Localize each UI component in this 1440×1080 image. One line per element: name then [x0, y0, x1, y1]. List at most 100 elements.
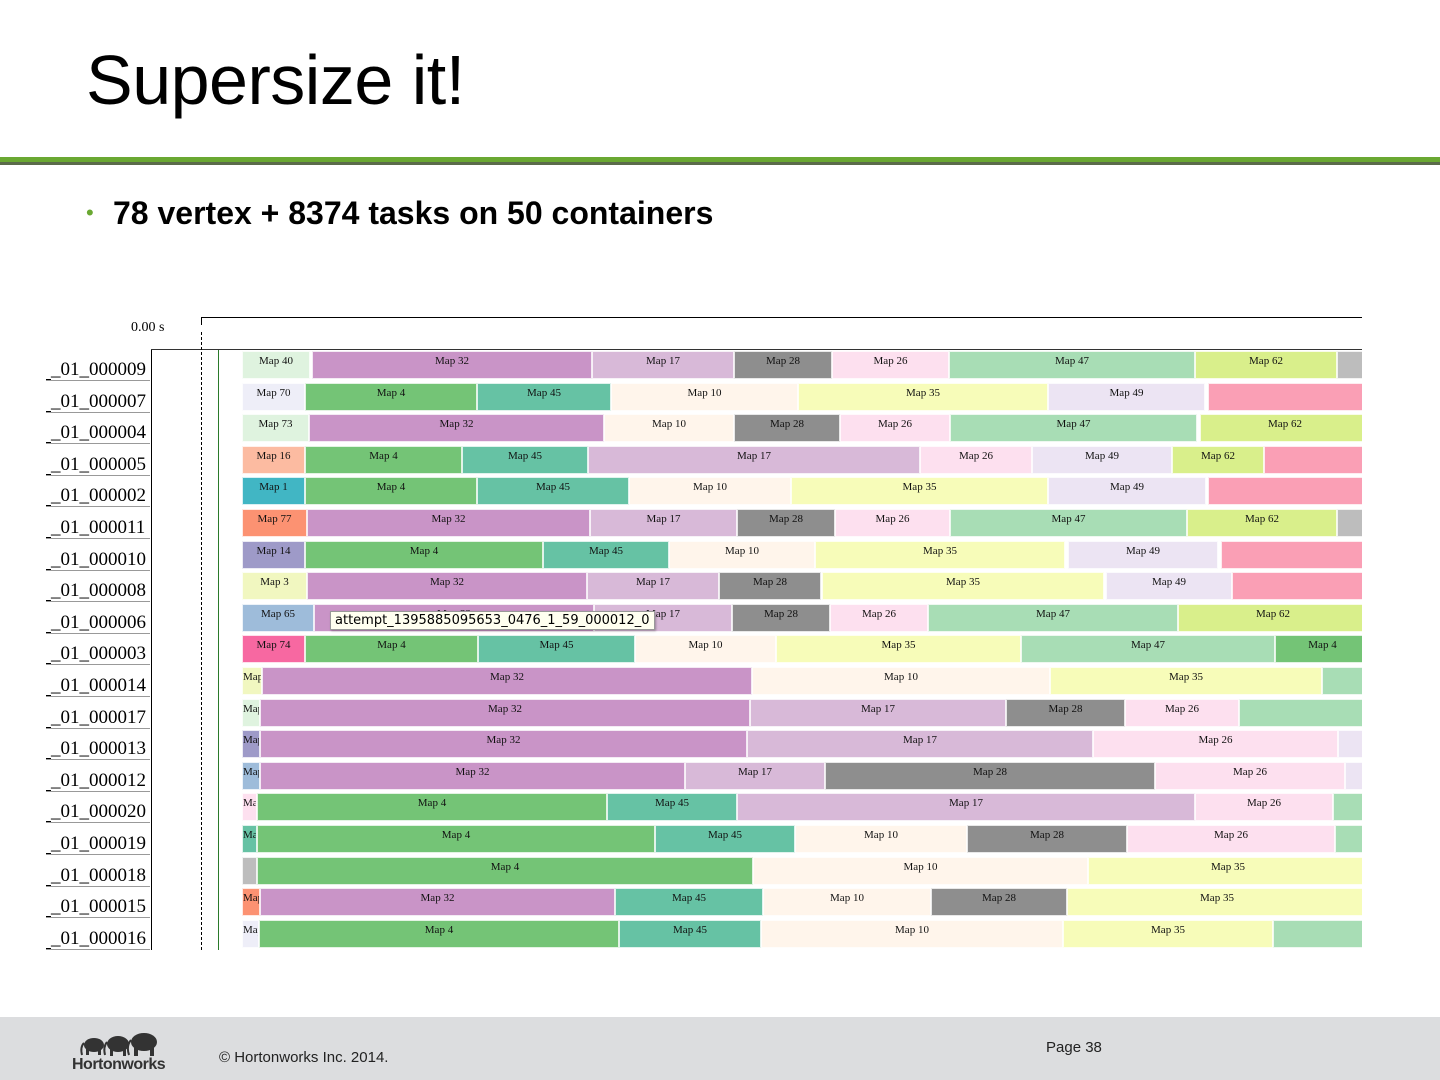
task-bar[interactable]: Map 35: [798, 382, 1048, 411]
task-bar[interactable]: [1264, 445, 1362, 474]
task-bar[interactable]: Map 49: [1106, 572, 1232, 601]
task-bar[interactable]: Map 4: [1275, 635, 1362, 664]
task-bar[interactable]: [1335, 825, 1362, 853]
task-bar[interactable]: [1208, 382, 1362, 411]
task-bar[interactable]: Map 26: [1127, 825, 1335, 853]
task-bar[interactable]: Map 26: [835, 509, 950, 537]
task-bar[interactable]: Map 3: [242, 572, 307, 601]
task-bar[interactable]: Map: [242, 919, 259, 948]
task-bar[interactable]: Map 17: [588, 445, 920, 474]
task-bar[interactable]: Map 10: [629, 477, 791, 506]
task-bar[interactable]: Map 35: [1050, 667, 1322, 695]
task-bar[interactable]: Map 32: [307, 509, 590, 537]
task-bar[interactable]: Map 4: [259, 919, 619, 948]
task-bar[interactable]: Map 32: [307, 572, 587, 601]
task-bar[interactable]: Map 77: [242, 509, 307, 537]
task-bar[interactable]: Map 10: [761, 919, 1063, 948]
task-bar[interactable]: Map 17: [750, 698, 1006, 727]
task-bar[interactable]: Map 65: [242, 603, 314, 632]
task-bar[interactable]: Map 26: [832, 351, 949, 379]
task-bar[interactable]: Map 17: [587, 572, 719, 601]
task-bar[interactable]: Map 35: [822, 572, 1104, 601]
task-bar[interactable]: Map 4: [257, 793, 607, 822]
task-bar[interactable]: Map 10: [752, 667, 1050, 695]
task-bar[interactable]: Map: [242, 793, 257, 822]
task-bar[interactable]: [1345, 761, 1362, 790]
task-bar[interactable]: Map 10: [669, 540, 815, 569]
task-bar[interactable]: Map 62: [1172, 445, 1264, 474]
task-bar[interactable]: Map 6: [242, 761, 260, 790]
task-bar[interactable]: Map 32: [260, 698, 750, 727]
task-bar[interactable]: Map 26: [1093, 730, 1338, 759]
task-bar[interactable]: Map 4: [257, 825, 655, 853]
task-bar[interactable]: Map 49: [1048, 477, 1206, 506]
task-bar[interactable]: Map 32: [260, 888, 615, 917]
task-bar[interactable]: Map 32: [260, 761, 685, 790]
task-bar[interactable]: Map 4: [305, 540, 543, 569]
task-bar[interactable]: Map 47: [950, 509, 1187, 537]
task-bar[interactable]: Map 10: [763, 888, 931, 917]
task-bar[interactable]: Map 4: [305, 382, 477, 411]
task-bar[interactable]: Map 1: [242, 477, 305, 506]
task-bar[interactable]: Map 17: [590, 509, 737, 537]
task-bar[interactable]: [1232, 572, 1362, 601]
task-bar[interactable]: Map 14: [242, 540, 305, 569]
task-bar[interactable]: Map 17: [592, 351, 734, 379]
task-bar[interactable]: Map 45: [462, 445, 588, 474]
task-bar[interactable]: [1208, 477, 1362, 506]
task-bar[interactable]: Map: [242, 825, 257, 853]
task-bar[interactable]: Map 49: [1068, 540, 1218, 569]
task-bar[interactable]: Map 70: [242, 382, 305, 411]
task-bar[interactable]: Map 17: [685, 761, 825, 790]
task-bar[interactable]: Map 62: [1178, 603, 1362, 632]
task-bar[interactable]: Map 28: [734, 414, 840, 443]
task-bar[interactable]: Map 10: [611, 382, 798, 411]
task-bar[interactable]: Map 17: [737, 793, 1195, 822]
task-bar[interactable]: Map 49: [1048, 382, 1205, 411]
task-bar[interactable]: Map 3: [242, 667, 262, 695]
task-bar[interactable]: Map 35: [815, 540, 1065, 569]
task-bar[interactable]: Map 26: [920, 445, 1032, 474]
task-bar[interactable]: Map 28: [732, 603, 830, 632]
task-bar[interactable]: Map 26: [1125, 698, 1239, 727]
task-bar[interactable]: Map: [242, 698, 260, 727]
task-bar[interactable]: Map 7: [242, 888, 260, 917]
task-bar[interactable]: Map 45: [655, 825, 795, 853]
task-bar[interactable]: Map 28: [734, 351, 832, 379]
task-bar[interactable]: Map 4: [305, 477, 477, 506]
task-bar[interactable]: Map 32: [312, 351, 592, 379]
task-bar[interactable]: Map 35: [1067, 888, 1362, 917]
task-bar[interactable]: Map 45: [615, 888, 763, 917]
task-bar[interactable]: Map 26: [830, 603, 928, 632]
task-bar[interactable]: Map 62: [1187, 509, 1337, 537]
task-bar[interactable]: [1337, 351, 1362, 379]
task-bar[interactable]: Map 32: [260, 730, 747, 759]
task-bar[interactable]: Map 35: [1088, 856, 1362, 885]
task-bar[interactable]: Map 4: [305, 635, 478, 664]
task-bar[interactable]: Map 35: [776, 635, 1021, 664]
task-bar[interactable]: Map 10: [795, 825, 967, 853]
task-bar[interactable]: Map 10: [635, 635, 776, 664]
task-bar[interactable]: [1239, 698, 1362, 727]
task-bar[interactable]: Map 10: [604, 414, 734, 443]
task-bar[interactable]: Map 10: [753, 856, 1088, 885]
task-bar[interactable]: Map 45: [619, 919, 761, 948]
task-bar[interactable]: [1337, 509, 1362, 537]
task-bar[interactable]: Map 28: [737, 509, 835, 537]
task-bar[interactable]: Map 32: [309, 414, 604, 443]
task-bar[interactable]: Map 26: [1195, 793, 1333, 822]
task-bar[interactable]: Map 28: [931, 888, 1067, 917]
task-bar[interactable]: [1338, 730, 1362, 759]
task-bar[interactable]: Map 45: [477, 382, 611, 411]
task-bar[interactable]: Map 74: [242, 635, 305, 664]
task-bar[interactable]: [1221, 540, 1362, 569]
task-bar[interactable]: [242, 856, 257, 885]
task-bar[interactable]: [1273, 919, 1362, 948]
task-bar[interactable]: [1333, 793, 1362, 822]
task-bar[interactable]: Map 45: [477, 477, 629, 506]
task-bar[interactable]: Map 73: [242, 414, 309, 443]
task-bar[interactable]: Map 45: [478, 635, 635, 664]
task-bar[interactable]: Map 62: [1200, 414, 1362, 443]
task-bar[interactable]: Map 4: [305, 445, 462, 474]
task-bar[interactable]: Map 28: [1006, 698, 1125, 727]
